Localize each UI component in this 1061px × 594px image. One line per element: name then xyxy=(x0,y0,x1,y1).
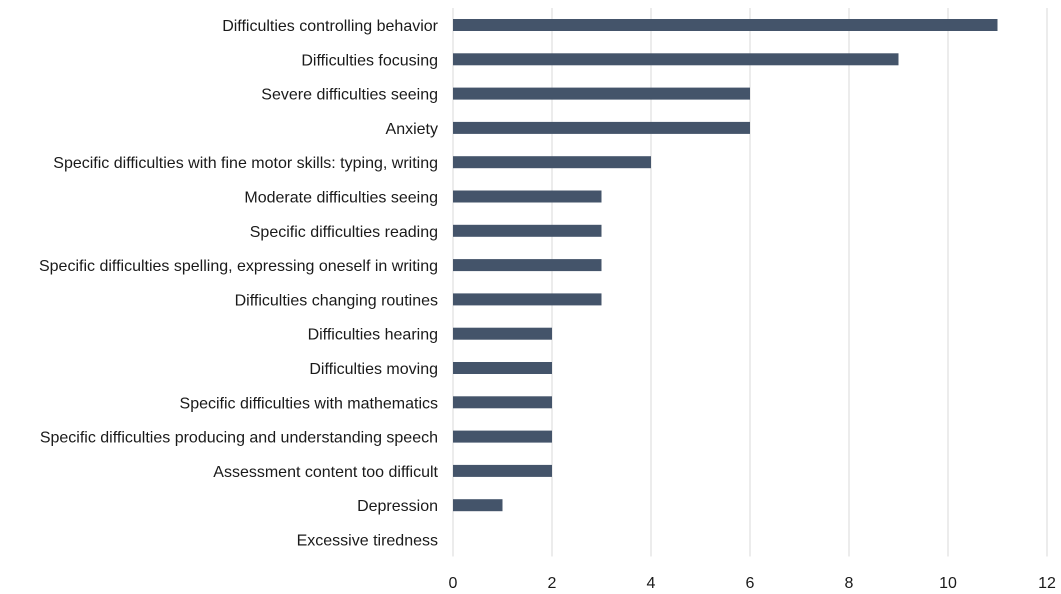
x-axis-tick-labels: 0 2 4 6 8 10 12 xyxy=(449,575,1056,592)
category-labels: Difficulties controlling behavior Difficu… xyxy=(39,18,439,550)
category-label: Specific difficulties producing and unde… xyxy=(40,430,438,447)
category-label: Moderate difficulties seeing xyxy=(244,190,438,207)
category-label: Specific difficulties spelling, expressi… xyxy=(39,258,438,275)
bar xyxy=(453,499,503,512)
category-label: Difficulties controlling behavior xyxy=(222,18,438,35)
category-label: Anxiety xyxy=(386,121,438,138)
x-tick-label: 4 xyxy=(647,575,656,592)
x-tick-label: 8 xyxy=(845,575,854,592)
bar xyxy=(453,362,552,374)
bar xyxy=(453,121,750,134)
bar xyxy=(453,464,552,477)
category-label: Difficulties moving xyxy=(309,361,438,378)
category-label: Assessment content too difficult xyxy=(213,464,438,481)
category-label: Difficulties hearing xyxy=(308,327,438,344)
category-label: Specific difficulties reading xyxy=(250,224,438,241)
bar xyxy=(453,396,552,409)
category-label: Severe difficulties seeing xyxy=(261,87,438,104)
bar xyxy=(453,430,552,443)
category-label: Specific difficulties with mathematics xyxy=(180,395,438,412)
bar xyxy=(453,259,602,272)
bar xyxy=(453,156,651,169)
bar xyxy=(453,190,602,203)
category-label: Specific difficulties with fine motor sk… xyxy=(53,155,438,172)
bar xyxy=(453,327,552,340)
bar xyxy=(453,53,899,66)
x-tick-label: 2 xyxy=(548,575,557,592)
bar xyxy=(453,19,998,31)
bars xyxy=(453,19,998,512)
category-label: Depression xyxy=(357,498,438,515)
bar xyxy=(453,87,750,100)
x-tick-label: 12 xyxy=(1038,575,1056,592)
bar xyxy=(453,293,602,306)
x-tick-label: 0 xyxy=(449,575,458,592)
x-tick-label: 6 xyxy=(746,575,755,592)
bar xyxy=(453,224,602,237)
x-tick-label: 10 xyxy=(939,575,957,592)
category-label: Difficulties changing routines xyxy=(235,292,438,309)
category-label: Excessive tiredness xyxy=(297,533,438,550)
category-label: Difficulties focusing xyxy=(301,52,438,69)
